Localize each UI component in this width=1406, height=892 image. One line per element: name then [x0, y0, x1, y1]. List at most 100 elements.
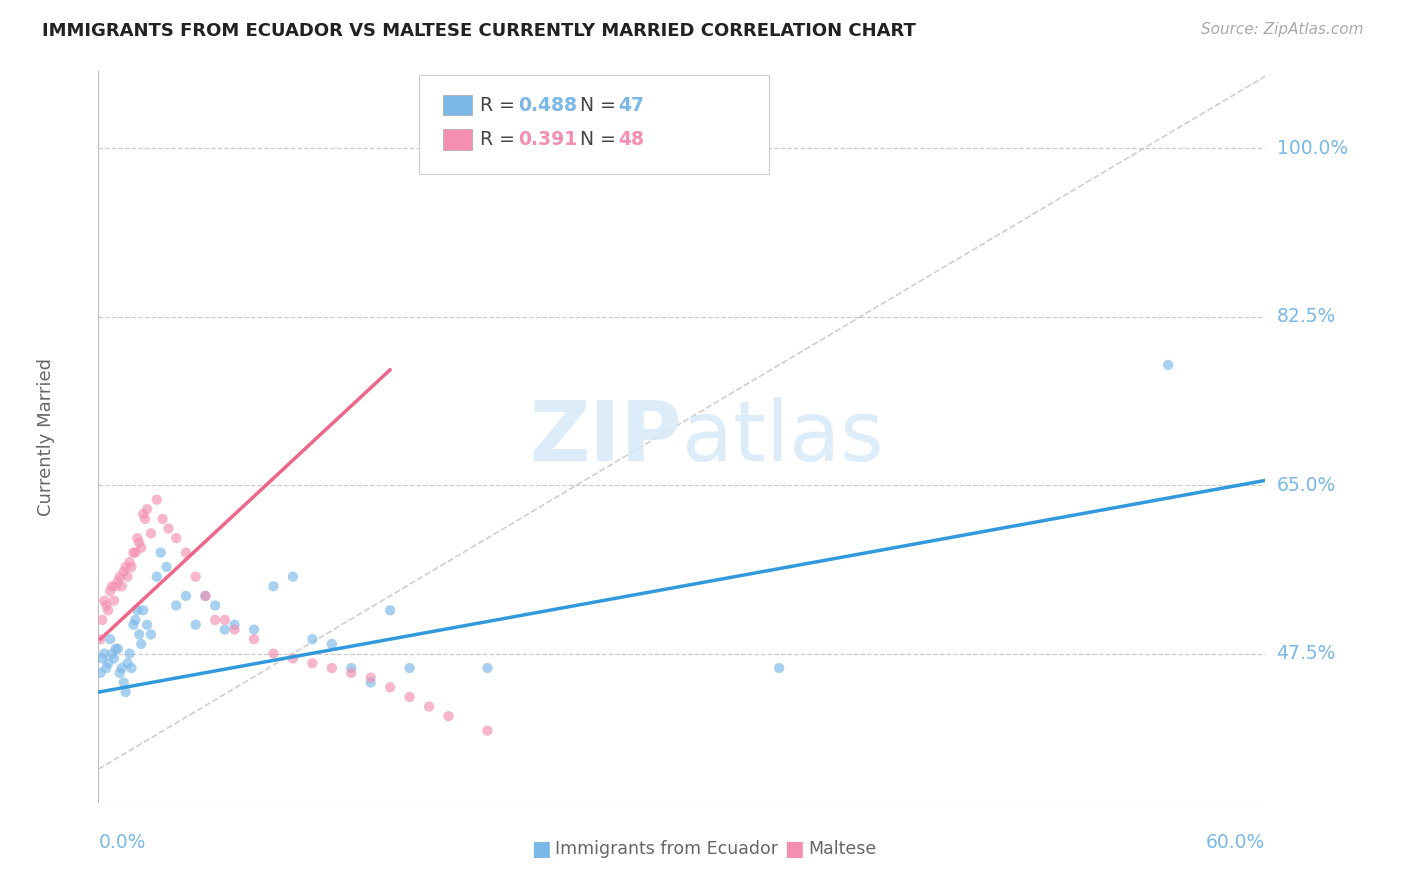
Point — [114, 685, 136, 699]
Text: 0.0%: 0.0% — [98, 833, 146, 853]
Point — [204, 599, 226, 613]
Point — [214, 613, 236, 627]
Point — [134, 512, 156, 526]
Point — [89, 632, 111, 647]
Point — [111, 579, 134, 593]
FancyBboxPatch shape — [443, 129, 472, 150]
Point — [103, 593, 125, 607]
Point — [114, 560, 136, 574]
Point — [127, 603, 149, 617]
Point — [340, 661, 363, 675]
Point — [301, 632, 323, 647]
Point — [129, 637, 152, 651]
Point — [112, 565, 135, 579]
Text: ■: ■ — [531, 839, 551, 859]
Point — [398, 661, 420, 675]
Point — [1157, 358, 1180, 372]
FancyBboxPatch shape — [443, 95, 472, 115]
Point — [214, 623, 236, 637]
Point — [118, 555, 141, 569]
Text: 100.0%: 100.0% — [1277, 139, 1347, 158]
Point — [360, 671, 382, 685]
Text: atlas: atlas — [682, 397, 883, 477]
Point — [155, 560, 177, 574]
Text: R =: R = — [479, 130, 520, 149]
Point — [127, 531, 149, 545]
Point — [97, 603, 120, 617]
Point — [117, 657, 139, 671]
Text: N =: N = — [568, 95, 621, 114]
Point — [121, 661, 143, 675]
Text: ■: ■ — [785, 839, 804, 859]
Point — [96, 661, 118, 675]
Point — [117, 569, 139, 583]
Point — [103, 651, 125, 665]
Point — [204, 613, 226, 627]
Point — [128, 536, 150, 550]
Point — [174, 589, 197, 603]
Point — [108, 665, 131, 680]
Point — [136, 617, 159, 632]
Point — [98, 632, 121, 647]
Point — [124, 545, 146, 559]
Point — [89, 665, 111, 680]
Point — [165, 531, 187, 545]
Text: 65.0%: 65.0% — [1277, 475, 1336, 495]
Point — [122, 617, 145, 632]
Point — [136, 502, 159, 516]
Point — [112, 675, 135, 690]
Point — [194, 589, 217, 603]
Point — [149, 545, 172, 559]
Point — [124, 613, 146, 627]
Text: 82.5%: 82.5% — [1277, 307, 1336, 326]
Point — [118, 647, 141, 661]
Point — [243, 623, 266, 637]
Text: Maltese: Maltese — [808, 840, 877, 858]
Text: 48: 48 — [617, 130, 644, 149]
Point — [111, 661, 134, 675]
FancyBboxPatch shape — [419, 75, 769, 174]
Point — [378, 603, 402, 617]
Point — [340, 665, 363, 680]
Point — [262, 579, 284, 593]
Point — [152, 512, 174, 526]
Point — [281, 569, 304, 583]
Point — [184, 569, 207, 583]
Point — [139, 627, 162, 641]
Point — [93, 647, 115, 661]
Point — [378, 681, 402, 695]
Point — [129, 541, 152, 555]
Point — [321, 637, 343, 651]
Point — [477, 723, 499, 738]
Point — [146, 569, 169, 583]
Text: ZIP: ZIP — [530, 397, 682, 477]
Point — [243, 632, 266, 647]
Point — [360, 675, 382, 690]
Point — [146, 492, 169, 507]
Text: IMMIGRANTS FROM ECUADOR VS MALTESE CURRENTLY MARRIED CORRELATION CHART: IMMIGRANTS FROM ECUADOR VS MALTESE CURRE… — [42, 22, 917, 40]
Point — [104, 641, 127, 656]
Point — [398, 690, 420, 704]
Point — [768, 661, 790, 675]
Point — [91, 651, 114, 665]
Point — [107, 641, 129, 656]
Point — [477, 661, 499, 675]
Point — [97, 657, 120, 671]
Point — [101, 579, 124, 593]
Text: Source: ZipAtlas.com: Source: ZipAtlas.com — [1201, 22, 1364, 37]
Text: Immigrants from Ecuador: Immigrants from Ecuador — [555, 840, 779, 858]
Text: 0.488: 0.488 — [519, 95, 578, 114]
Point — [184, 617, 207, 632]
Point — [91, 613, 114, 627]
Text: Currently Married: Currently Married — [37, 358, 55, 516]
Point — [165, 599, 187, 613]
Point — [301, 657, 323, 671]
Point — [262, 647, 284, 661]
Point — [224, 623, 246, 637]
Point — [108, 569, 131, 583]
Point — [128, 627, 150, 641]
Point — [93, 593, 115, 607]
Point — [107, 574, 129, 589]
Text: 60.0%: 60.0% — [1206, 833, 1265, 853]
Point — [132, 603, 155, 617]
